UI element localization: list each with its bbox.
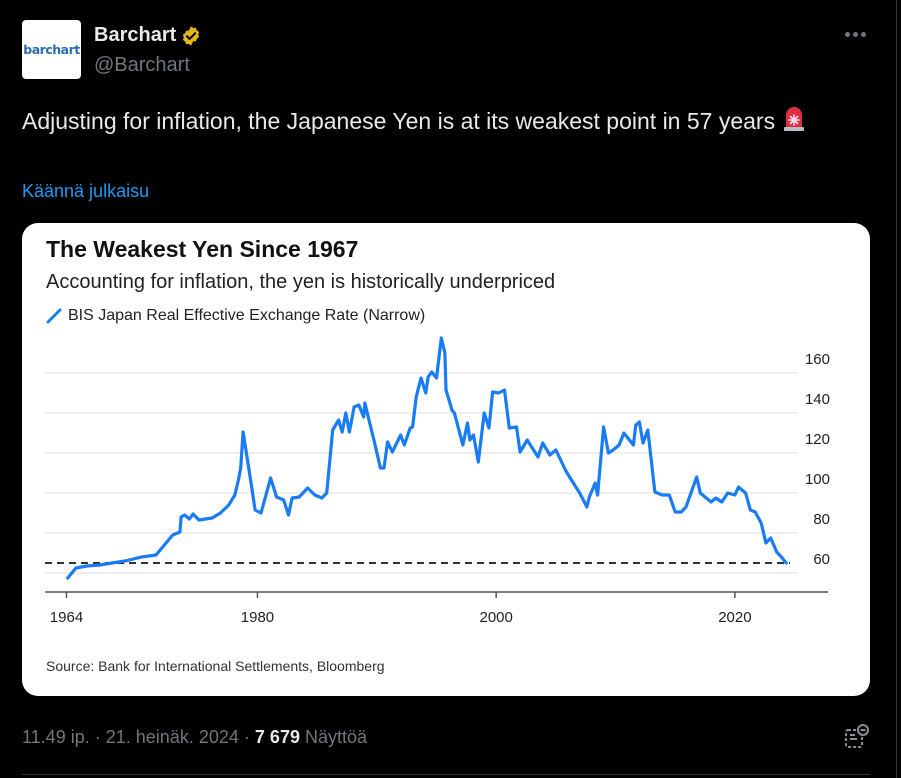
post-analytics-icon[interactable] (843, 722, 871, 750)
post-meta: 11.49 ip. · 21. heinäk. 2024 · 7 679 Näy… (22, 727, 367, 748)
post-time[interactable]: 11.49 ip. (22, 727, 90, 747)
legend-label: BIS Japan Real Effective Exchange Rate (… (68, 307, 426, 324)
avatar-logo-text: barchart (23, 42, 80, 57)
chart-subtitle: Accounting for inflation, the yen is his… (46, 271, 556, 293)
rotating-light-icon (784, 107, 805, 131)
x-tick-label: 2020 (718, 609, 751, 626)
x-tick-label: 2000 (479, 609, 512, 626)
chart-legend: BIS Japan Real Effective Exchange Rate (… (46, 307, 425, 325)
translate-post-link[interactable]: Käännä julkaisu (22, 181, 150, 201)
scrollbar[interactable] (896, 0, 897, 778)
series-line (66, 336, 788, 580)
y-tick-label: 60 (813, 551, 830, 568)
x-tick-label: 1964 (50, 609, 83, 626)
avatar[interactable]: barchart (22, 20, 81, 79)
line-chart: 60 80 100 120 140 160 1964 1980 2000 2020 (45, 336, 830, 626)
separator: · (243, 727, 250, 747)
separator: · (94, 727, 101, 747)
more-options-icon[interactable] (845, 26, 871, 42)
post-date[interactable]: 21. heinäk. 2024 (105, 727, 239, 747)
y-tick-label: 140 (805, 391, 830, 408)
legend-line-icon (46, 308, 62, 324)
chart-title: The Weakest Yen Since 1967 (46, 236, 359, 262)
y-tick-label: 80 (813, 511, 830, 528)
views-count: 7 679 (254, 727, 300, 747)
tweet-text: Adjusting for inflation, the Japanese Ye… (22, 104, 842, 139)
views-label: Näyttöä (304, 727, 368, 747)
y-tick-label: 100 (805, 471, 830, 488)
author-name-row[interactable]: Barchart (94, 24, 202, 47)
divider (22, 774, 870, 775)
chart-card[interactable]: The Weakest Yen Since 1967 Accounting fo… (22, 223, 870, 696)
author-name[interactable]: Barchart (94, 24, 177, 46)
x-tick-label: 1980 (241, 609, 274, 626)
y-tick-label: 120 (805, 431, 830, 448)
tweet-body: Adjusting for inflation, the Japanese Ye… (22, 108, 776, 134)
author-handle[interactable]: @Barchart (94, 54, 190, 76)
chart-source: Source: Bank for International Settlemen… (46, 658, 385, 674)
verified-badge-icon[interactable] (180, 25, 202, 47)
y-tick-label: 160 (805, 351, 830, 368)
